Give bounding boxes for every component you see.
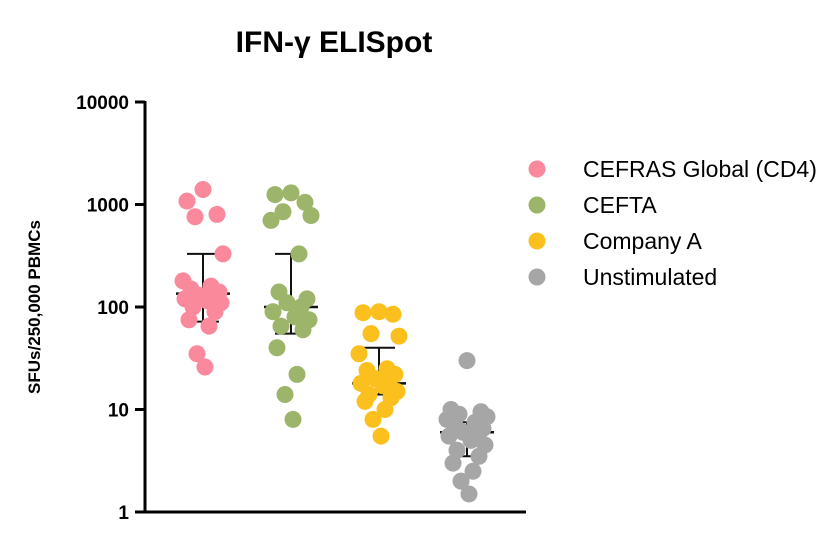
data-point <box>186 208 204 226</box>
data-point <box>376 401 394 418</box>
data-point <box>194 181 212 199</box>
legend-label: CEFTA <box>583 192 657 218</box>
data-point <box>274 203 292 221</box>
chart-title: IFN-γ ELISpot <box>236 26 433 59</box>
y-ticks: 1 10 100 1000 10000 <box>76 93 145 524</box>
data-point <box>470 447 488 465</box>
data-point <box>206 303 224 321</box>
legend-marker <box>528 232 546 250</box>
y-tick-label: 100 <box>97 298 129 319</box>
data-point <box>372 427 390 445</box>
legend-label: CEFRAS Global (CD4) <box>583 156 817 182</box>
data-point <box>290 245 308 263</box>
legend-marker <box>528 160 546 178</box>
data-point <box>462 431 480 449</box>
data-points <box>174 181 496 503</box>
data-point <box>284 410 302 428</box>
data-point <box>262 211 280 229</box>
data-point <box>384 305 402 323</box>
data-point <box>452 472 470 490</box>
data-point <box>444 454 462 472</box>
data-point <box>214 245 232 263</box>
data-point <box>356 392 374 410</box>
data-point <box>390 327 408 345</box>
legend-label: Company A <box>583 228 703 254</box>
data-point <box>278 294 296 312</box>
data-point <box>440 427 458 445</box>
data-point <box>188 345 206 363</box>
y-tick-label: 1 <box>118 503 129 524</box>
data-point <box>302 207 320 225</box>
y-tick-label: 10 <box>108 401 129 422</box>
data-point <box>288 365 306 383</box>
data-point <box>178 192 196 210</box>
y-tick-label: 1000 <box>87 196 129 217</box>
legend-marker <box>528 268 546 286</box>
data-point <box>458 352 476 370</box>
y-axis-label: SFUs/250,000 PBMCs <box>25 220 44 394</box>
legend: CEFRAS Global (CD4) CEFTA Company A Unstimu… <box>528 156 817 290</box>
data-point <box>184 298 202 316</box>
data-point <box>282 184 300 202</box>
data-point <box>296 193 314 211</box>
data-point <box>370 303 388 321</box>
data-point <box>180 311 198 329</box>
data-point <box>448 441 466 459</box>
data-point <box>374 377 392 395</box>
data-point <box>264 303 282 321</box>
data-point <box>276 386 294 404</box>
data-point <box>272 317 290 335</box>
data-point <box>208 205 226 223</box>
data-point <box>364 410 382 428</box>
data-point <box>266 186 284 204</box>
data-point <box>286 308 304 326</box>
data-point <box>294 321 312 339</box>
y-tick-label: 10000 <box>76 93 129 114</box>
data-point <box>354 304 372 322</box>
data-point <box>350 345 368 363</box>
data-point <box>460 485 478 503</box>
data-point <box>200 317 218 335</box>
data-point <box>196 358 214 376</box>
data-point <box>464 462 482 480</box>
legend-marker <box>528 196 546 214</box>
data-point <box>268 339 286 357</box>
legend-label: Unstimulated <box>583 264 717 290</box>
data-point <box>362 325 380 343</box>
